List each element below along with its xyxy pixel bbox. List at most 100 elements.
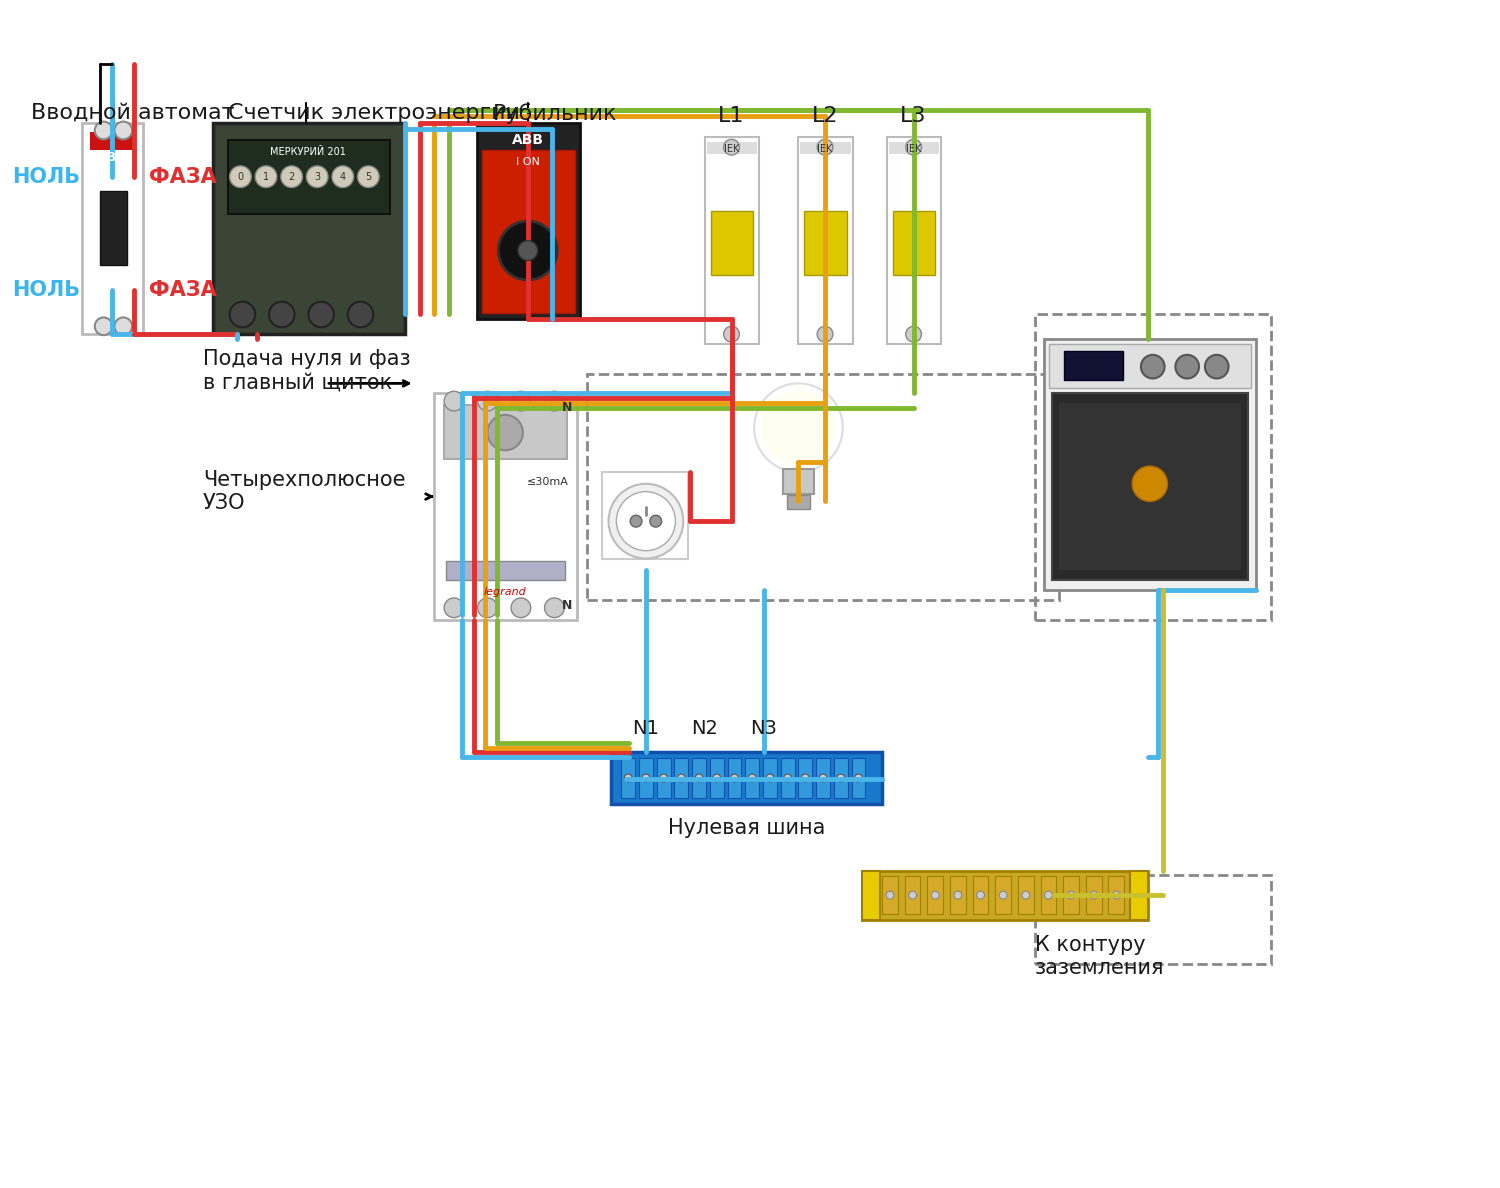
- Text: Счетчик электроэнергии: Счетчик электроэнергии: [228, 103, 519, 122]
- Bar: [816, 758, 830, 797]
- Text: Рубильник: Рубильник: [494, 103, 618, 124]
- Bar: [228, 140, 390, 214]
- Bar: [657, 758, 670, 797]
- Circle shape: [94, 317, 112, 335]
- Circle shape: [678, 775, 686, 782]
- Circle shape: [909, 891, 916, 899]
- Circle shape: [1132, 466, 1167, 501]
- Bar: [927, 877, 944, 914]
- Text: L3: L3: [900, 106, 927, 126]
- Circle shape: [230, 166, 252, 188]
- Circle shape: [783, 775, 792, 782]
- Bar: [834, 758, 848, 797]
- Text: ФАЗА: ФАЗА: [148, 280, 216, 299]
- Text: Вводной автомат: Вводной автомат: [32, 103, 234, 122]
- Bar: [1041, 877, 1056, 914]
- Text: ABB: ABB: [98, 151, 128, 164]
- Bar: [692, 758, 706, 797]
- Bar: [996, 877, 1011, 914]
- Circle shape: [488, 415, 524, 450]
- Circle shape: [630, 516, 642, 527]
- Bar: [675, 758, 688, 797]
- Bar: [446, 561, 566, 580]
- Circle shape: [660, 775, 668, 782]
- Text: Нулевая шина: Нулевая шина: [668, 819, 825, 839]
- Circle shape: [723, 327, 740, 342]
- Bar: [804, 211, 846, 276]
- Circle shape: [818, 139, 833, 156]
- Bar: [783, 469, 814, 493]
- Text: L2: L2: [812, 106, 838, 126]
- Text: 4: 4: [339, 172, 346, 182]
- Bar: [1035, 876, 1270, 963]
- Text: N: N: [561, 402, 572, 415]
- Bar: [213, 122, 405, 334]
- Bar: [602, 472, 688, 558]
- Bar: [586, 373, 1059, 600]
- Bar: [711, 211, 753, 276]
- Circle shape: [694, 775, 703, 782]
- Circle shape: [444, 598, 464, 618]
- Bar: [892, 211, 936, 276]
- Text: МЕРКУРИЙ 201: МЕРКУРИЙ 201: [270, 147, 346, 157]
- Circle shape: [1204, 355, 1228, 379]
- Bar: [477, 122, 580, 320]
- Bar: [99, 191, 128, 265]
- Circle shape: [1113, 891, 1120, 899]
- Circle shape: [114, 121, 132, 139]
- Bar: [1108, 877, 1124, 914]
- Bar: [862, 871, 880, 920]
- Bar: [705, 138, 759, 345]
- Text: 2: 2: [288, 172, 294, 182]
- Bar: [444, 405, 567, 460]
- Bar: [862, 871, 1148, 920]
- Circle shape: [932, 891, 939, 899]
- Text: НОЛЬ: НОЛЬ: [12, 166, 80, 187]
- Text: 5: 5: [364, 172, 372, 182]
- Circle shape: [616, 492, 675, 551]
- Circle shape: [642, 775, 650, 782]
- Circle shape: [512, 598, 531, 618]
- Text: legrand: legrand: [484, 587, 526, 598]
- Bar: [710, 758, 723, 797]
- Circle shape: [544, 598, 564, 618]
- Circle shape: [477, 598, 498, 618]
- Bar: [886, 138, 940, 345]
- Circle shape: [754, 384, 843, 472]
- Bar: [904, 877, 921, 914]
- Circle shape: [306, 166, 328, 188]
- Text: ≤30mA: ≤30mA: [528, 476, 568, 487]
- Text: 0: 0: [237, 172, 243, 182]
- Circle shape: [886, 891, 894, 899]
- Text: IEK: IEK: [724, 144, 740, 154]
- Circle shape: [230, 302, 255, 327]
- Circle shape: [760, 391, 836, 465]
- Bar: [1059, 403, 1242, 570]
- Circle shape: [444, 391, 464, 411]
- Bar: [1064, 877, 1078, 914]
- Circle shape: [255, 166, 278, 188]
- Text: N3: N3: [750, 719, 777, 738]
- Circle shape: [114, 317, 132, 335]
- Bar: [1064, 350, 1124, 380]
- Circle shape: [309, 302, 334, 327]
- Circle shape: [477, 391, 498, 411]
- Circle shape: [1090, 891, 1098, 899]
- Bar: [1019, 877, 1034, 914]
- Circle shape: [712, 775, 720, 782]
- Circle shape: [624, 775, 632, 782]
- Circle shape: [801, 775, 810, 782]
- Text: N: N: [561, 599, 572, 612]
- Circle shape: [837, 775, 844, 782]
- Bar: [435, 393, 578, 620]
- Text: N2: N2: [692, 719, 718, 738]
- Circle shape: [1066, 891, 1076, 899]
- Bar: [780, 758, 795, 797]
- Circle shape: [1142, 355, 1164, 379]
- Bar: [890, 143, 939, 154]
- Bar: [728, 758, 741, 797]
- Circle shape: [609, 484, 684, 558]
- Bar: [1044, 339, 1256, 590]
- Circle shape: [818, 327, 833, 342]
- Bar: [1050, 345, 1251, 388]
